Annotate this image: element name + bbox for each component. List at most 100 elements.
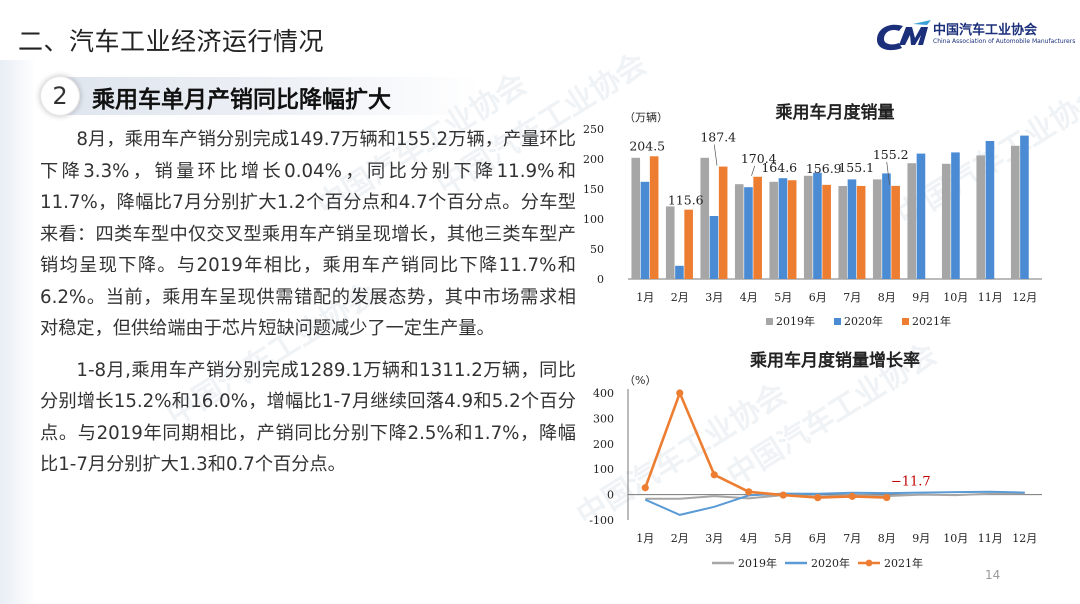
bar-label-leader [713, 144, 718, 166]
line-legend-label: 2021年 [884, 556, 923, 570]
line-point [779, 491, 787, 499]
bar [640, 181, 650, 279]
line-series-2020年 [644, 490, 1025, 516]
bar [891, 185, 900, 279]
line-x-tick-label: 5月 [774, 532, 792, 545]
line-point [710, 471, 718, 479]
bar [675, 265, 684, 279]
bar [907, 163, 917, 279]
bar [941, 163, 951, 279]
bar-data-label: 164.6 [761, 160, 797, 175]
bar [1010, 145, 1020, 279]
line-point [883, 493, 891, 502]
bar [803, 175, 813, 279]
bar [916, 153, 926, 279]
line-y-tick-label: 300 [593, 412, 614, 425]
bar [769, 181, 779, 279]
bar [744, 187, 753, 279]
line-series-2021年 [644, 389, 887, 499]
bar-y-tick-label: 100 [583, 213, 604, 226]
line-point [676, 389, 684, 397]
bar-x-tick-label: 8月 [878, 291, 896, 304]
line-legend-label: 2020年 [811, 556, 850, 570]
subhead-bar [60, 77, 480, 115]
bar [813, 172, 822, 279]
bar-x-tick-label: 4月 [740, 291, 758, 304]
bar-data-label: 204.5 [629, 138, 665, 153]
line-y-tick-label: 0 [607, 489, 614, 502]
body-text: 8月，乘用车产销分别完成149.7万辆和155.2万辆，产量环比下降3.3%，销… [40, 124, 576, 481]
bar-data-label: 115.6 [668, 193, 704, 208]
bar-label-leader [751, 165, 756, 176]
line-x-tick-label: 9月 [912, 532, 930, 545]
line-x-tick-label: 8月 [878, 532, 896, 545]
bar-data-label: 155.1 [838, 160, 874, 175]
page-number: 14 [985, 568, 1001, 582]
bar [631, 157, 641, 279]
line-x-tick-label: 10月 [943, 532, 968, 545]
bar-y-tick-label: 150 [583, 183, 604, 196]
paragraph-monthly: 8月，乘用车产销分别完成149.7万辆和155.2万辆，产量环比下降3.3%，销… [40, 129, 576, 339]
line-point [745, 488, 753, 496]
line-x-tick-label: 11月 [978, 532, 1003, 545]
bar-x-tick-label: 11月 [978, 291, 1003, 304]
bar-chart-ylabel: （万辆） [624, 110, 668, 124]
bar [856, 185, 866, 279]
line-point [641, 484, 649, 492]
bar-y-tick-label: 50 [590, 243, 604, 256]
bar-data-label: 155.2 [873, 147, 909, 162]
bar [838, 186, 848, 279]
bar-legend-swatch [834, 318, 841, 325]
association-logo-icon [877, 20, 931, 51]
line-point [848, 492, 856, 500]
bar-data-label: 156.9 [806, 161, 842, 176]
line-chart-ylabel: （%） [624, 374, 656, 387]
logo-subtext: China Association of Automobile Manufact… [933, 38, 1076, 45]
bar-legend-label: 2020年 [844, 314, 883, 328]
line-y-tick-label: 100 [593, 463, 614, 476]
bar-x-tick-label: 3月 [705, 291, 723, 304]
line-chart-title: 乘用车月度销量增长率 [749, 350, 920, 371]
charts: 乘用车月度销量 （万辆） 0 50 100 150 200 250 1月 2月 3月 4月 5月 6月 7月… [583, 102, 1042, 570]
bar-legend-swatch [902, 318, 909, 325]
bar [734, 184, 744, 279]
subhead-number: 2 [40, 76, 80, 116]
bar-x-tick-label: 9月 [912, 291, 930, 304]
bar-x-tick-label: 12月 [1012, 291, 1037, 304]
bar [985, 141, 995, 279]
section-title: 二、汽车工业经济运行情况 [18, 27, 325, 56]
subhead-title: 乘用车单月产销同比降幅扩大 [92, 87, 391, 113]
line-x-tick-label: 12月 [1012, 532, 1037, 545]
bar-y-tick-label: 250 [583, 123, 604, 136]
bar [1020, 135, 1029, 279]
line-y-tick-label: -100 [589, 514, 614, 527]
bar-data-label: 170.4 [741, 151, 777, 166]
line-x-tick-label: 1月 [636, 532, 654, 545]
bar [649, 156, 659, 279]
bar-x-tick-label: 10月 [943, 291, 968, 304]
line-x-tick-label: 2月 [671, 532, 689, 545]
bar-x-tick-label: 7月 [843, 291, 861, 304]
line-x-tick-label: 7月 [843, 532, 861, 545]
bar-legend-label: 2021年 [912, 314, 951, 328]
bar-label-leader [886, 161, 890, 185]
line-legend-marker [865, 559, 873, 567]
bar-legend-label: 2019年 [776, 314, 815, 328]
bar [882, 173, 891, 279]
bar-y-tick-label: 0 [597, 273, 604, 286]
line-y-tick-label: 200 [593, 438, 614, 451]
bar [787, 180, 797, 279]
line-x-tick-label: 4月 [740, 532, 758, 545]
line-x-tick-label: 3月 [705, 532, 723, 545]
paragraph-ytd: 1-8月,乘用车产销分别完成1289.1万辆和1311.2万辆，同比分别增长15… [40, 359, 576, 476]
bar-chart-title: 乘用车月度销量 [775, 102, 895, 123]
bar [709, 216, 719, 279]
bar [951, 152, 960, 279]
bar-x-tick-label: 5月 [774, 291, 792, 304]
bar-x-tick-label: 2月 [671, 291, 689, 304]
bar [753, 176, 762, 279]
bar [665, 206, 675, 279]
bar [976, 155, 986, 279]
bar [847, 179, 857, 279]
